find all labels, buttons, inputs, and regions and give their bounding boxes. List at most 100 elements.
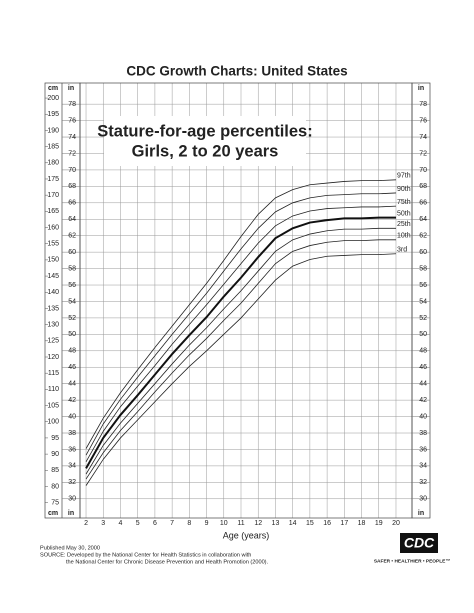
x-tick-label: 16 xyxy=(323,520,331,527)
x-axis-label: Age (years) xyxy=(223,530,270,540)
y-tick-label: 42 xyxy=(68,397,76,404)
y-tick-label: 52 xyxy=(68,315,76,322)
y2-tick-label: 95 xyxy=(51,435,59,442)
y-tick-label: 36 xyxy=(419,446,427,453)
y-tick-label: 58 xyxy=(68,265,76,272)
y-tick-label: 68 xyxy=(68,183,76,190)
y-tick-label: 78 xyxy=(419,101,427,108)
percentile-line xyxy=(85,239,396,480)
y2-tick-label: 120 xyxy=(47,354,59,361)
y2-tick-label: 195 xyxy=(47,111,59,118)
in-header: in xyxy=(68,85,74,92)
y-tick-label: 34 xyxy=(68,463,76,470)
y-tick-label: 56 xyxy=(68,282,76,289)
y-tick-label: 76 xyxy=(419,117,427,124)
y2-tick-label: 75 xyxy=(51,500,59,507)
y-tick-label: 50 xyxy=(68,331,76,338)
y-tick-label: 38 xyxy=(419,430,427,437)
cm-header: cm xyxy=(48,85,58,92)
y-tick-label: 40 xyxy=(68,413,76,420)
x-tick-label: 8 xyxy=(187,520,191,527)
percentile-label: 10th xyxy=(397,233,411,240)
x-tick-label: 10 xyxy=(220,520,228,527)
y2-tick-label: 140 xyxy=(47,289,59,296)
x-tick-label: 17 xyxy=(340,520,348,527)
y-tick-label: 72 xyxy=(419,150,427,157)
y-tick-label: 62 xyxy=(419,233,427,240)
logo-tagline: SAFER • HEALTHIER • PEOPLE™ xyxy=(374,558,450,564)
y-tick-label: 40 xyxy=(419,413,427,420)
y-tick-label: 62 xyxy=(68,233,76,240)
x-tick-label: 18 xyxy=(358,520,366,527)
y2-tick-label: 200 xyxy=(47,95,59,102)
y2-tick-label: 105 xyxy=(47,402,59,409)
y-tick-label: 32 xyxy=(419,479,427,486)
y-tick-label: 56 xyxy=(419,282,427,289)
y-tick-label: 30 xyxy=(68,496,76,503)
y-tick-label: 74 xyxy=(68,134,76,141)
y2-tick-label: 165 xyxy=(47,208,59,215)
y-tick-label: 78 xyxy=(68,101,76,108)
y2-tick-label: 145 xyxy=(47,273,59,280)
y2-tick-label: 150 xyxy=(47,257,59,264)
y-tick-label: 76 xyxy=(68,117,76,124)
y-tick-label: 72 xyxy=(68,150,76,157)
x-tick-label: 14 xyxy=(289,520,297,527)
logo-box xyxy=(400,533,438,553)
chart-title: CDC Growth Charts: United States xyxy=(126,64,347,79)
x-tick-label: 2 xyxy=(84,520,88,527)
logo: CDC xyxy=(404,535,435,551)
annotation-box xyxy=(104,116,306,166)
y2-tick-label: 130 xyxy=(47,321,59,328)
y-tick-label: 60 xyxy=(419,249,427,256)
x-tick-label: 15 xyxy=(306,520,314,527)
x-tick-label: 9 xyxy=(205,520,209,527)
percentile-line xyxy=(85,205,397,462)
percentile-label: 90th xyxy=(397,186,411,193)
percentile-label: 3rd xyxy=(397,247,407,254)
y-tick-label: 44 xyxy=(419,381,427,388)
y2-tick-label: 160 xyxy=(47,224,59,231)
percentile-line xyxy=(85,192,397,456)
percentile-line xyxy=(85,227,396,475)
y-tick-label: 38 xyxy=(68,430,76,437)
y-tick-label: 34 xyxy=(419,463,427,470)
y-tick-label: 54 xyxy=(419,298,427,305)
y2-tick-label: 100 xyxy=(47,419,59,426)
y2-tick-label: 180 xyxy=(47,160,59,167)
y-tick-label: 46 xyxy=(419,364,427,371)
x-tick-label: 20 xyxy=(392,520,400,527)
percentile-line xyxy=(85,216,396,469)
y-tick-label: 70 xyxy=(419,167,427,174)
footer-line: the National Center for Chronic Disease … xyxy=(66,559,269,565)
y2-tick-label: 135 xyxy=(47,305,59,312)
y-tick-label: 58 xyxy=(419,265,427,272)
percentile-label: 50th xyxy=(397,210,411,217)
y2-tick-label: 155 xyxy=(47,241,59,248)
in-header: in xyxy=(418,85,424,92)
y-tick-label: 46 xyxy=(68,364,76,371)
y-tick-label: 52 xyxy=(419,315,427,322)
x-tick-label: 12 xyxy=(254,520,262,527)
x-tick-label: 11 xyxy=(237,520,244,527)
y-tick-label: 32 xyxy=(68,479,76,486)
y-tick-label: 64 xyxy=(68,216,76,223)
x-tick-label: 5 xyxy=(136,520,140,527)
percentile-line xyxy=(85,253,397,486)
y2-tick-label: 90 xyxy=(51,451,59,458)
y-tick-label: 54 xyxy=(68,298,76,305)
x-tick-label: 13 xyxy=(272,520,280,527)
y-tick-label: 66 xyxy=(68,200,76,207)
y-tick-label: 42 xyxy=(419,397,427,404)
percentile-label: 25th xyxy=(397,221,411,228)
x-tick-label: 19 xyxy=(375,520,383,527)
y-tick-label: 60 xyxy=(68,249,76,256)
y2-tick-label: 185 xyxy=(47,143,59,150)
footer-line: SOURCE: Developed by the National Center… xyxy=(40,552,251,558)
y-tick-label: 50 xyxy=(419,331,427,338)
y2-tick-label: 190 xyxy=(47,127,59,134)
y-tick-label: 48 xyxy=(68,348,76,355)
y-tick-label: 70 xyxy=(68,167,76,174)
y-tick-label: 68 xyxy=(419,183,427,190)
